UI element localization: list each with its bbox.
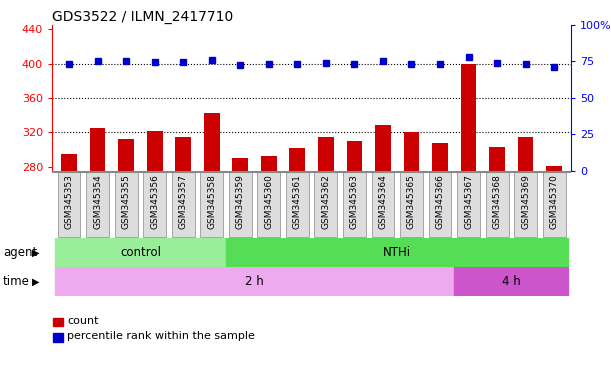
Text: GSM345355: GSM345355 [122, 174, 131, 229]
FancyBboxPatch shape [143, 172, 166, 237]
Bar [518, 137, 533, 384]
Bar [232, 158, 248, 384]
FancyBboxPatch shape [343, 172, 366, 237]
Text: GSM345365: GSM345365 [407, 174, 416, 229]
Bar [455, 267, 568, 296]
FancyBboxPatch shape [257, 172, 280, 237]
Text: GSM345362: GSM345362 [321, 174, 331, 229]
Text: count: count [67, 316, 99, 326]
Text: 4 h: 4 h [502, 275, 521, 288]
Bar [55, 267, 455, 296]
Text: GSM345357: GSM345357 [178, 174, 188, 229]
Bar [318, 137, 334, 384]
FancyBboxPatch shape [57, 172, 81, 237]
Bar [147, 131, 163, 384]
Text: time: time [3, 275, 30, 288]
Bar [546, 166, 562, 384]
Text: GSM345364: GSM345364 [378, 174, 387, 229]
FancyBboxPatch shape [229, 172, 252, 237]
FancyBboxPatch shape [457, 172, 480, 237]
Text: GSM345359: GSM345359 [236, 174, 245, 229]
Text: GSM345361: GSM345361 [293, 174, 302, 229]
Bar [346, 141, 362, 384]
FancyBboxPatch shape [543, 172, 566, 237]
FancyBboxPatch shape [200, 172, 223, 237]
Text: percentile rank within the sample: percentile rank within the sample [67, 331, 255, 341]
Text: GSM345367: GSM345367 [464, 174, 473, 229]
Bar [119, 139, 134, 384]
Bar [226, 238, 568, 267]
Bar [290, 148, 305, 384]
FancyBboxPatch shape [115, 172, 137, 237]
FancyBboxPatch shape [428, 172, 452, 237]
Bar [489, 147, 505, 384]
FancyBboxPatch shape [400, 172, 423, 237]
Text: GSM345368: GSM345368 [492, 174, 502, 229]
FancyBboxPatch shape [315, 172, 337, 237]
Text: GSM345369: GSM345369 [521, 174, 530, 229]
FancyBboxPatch shape [86, 172, 109, 237]
Text: control: control [120, 246, 161, 259]
Text: ▶: ▶ [32, 276, 39, 286]
Text: GSM345358: GSM345358 [207, 174, 216, 229]
Bar [61, 154, 77, 384]
FancyBboxPatch shape [514, 172, 537, 237]
Text: GSM345354: GSM345354 [93, 174, 102, 229]
Bar [432, 142, 448, 384]
Bar [375, 126, 391, 384]
Bar [90, 128, 106, 384]
Text: GSM345360: GSM345360 [265, 174, 273, 229]
Text: GSM345370: GSM345370 [550, 174, 558, 229]
Text: agent: agent [3, 246, 37, 259]
Text: GSM345366: GSM345366 [436, 174, 445, 229]
FancyBboxPatch shape [286, 172, 309, 237]
Bar [461, 64, 477, 384]
Bar [404, 132, 419, 384]
Bar [261, 156, 277, 384]
Text: GSM345356: GSM345356 [150, 174, 159, 229]
Text: GSM345353: GSM345353 [65, 174, 73, 229]
FancyBboxPatch shape [486, 172, 508, 237]
Text: NTHi: NTHi [383, 246, 411, 259]
Text: GDS3522 / ILMN_2417710: GDS3522 / ILMN_2417710 [52, 10, 233, 24]
Bar [55, 238, 226, 267]
Text: 2 h: 2 h [245, 275, 264, 288]
FancyBboxPatch shape [172, 172, 195, 237]
FancyBboxPatch shape [371, 172, 394, 237]
Bar [204, 113, 219, 384]
Text: ▶: ▶ [32, 247, 39, 258]
Bar [175, 137, 191, 384]
Text: GSM345363: GSM345363 [350, 174, 359, 229]
